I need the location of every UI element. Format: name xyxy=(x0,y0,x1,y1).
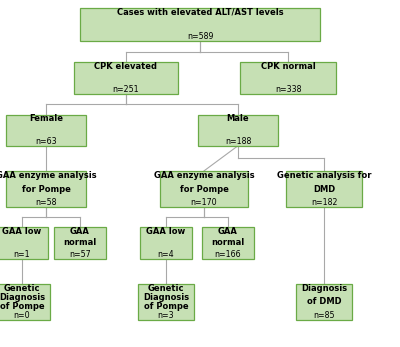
Text: Diagnosis: Diagnosis xyxy=(143,293,189,302)
Text: n=166: n=166 xyxy=(215,249,241,259)
Text: n=1: n=1 xyxy=(14,249,30,259)
Text: normal: normal xyxy=(63,238,97,247)
Text: Cases with elevated ALT/AST levels: Cases with elevated ALT/AST levels xyxy=(117,8,283,17)
Text: Genetic: Genetic xyxy=(4,284,40,293)
Text: n=188: n=188 xyxy=(225,137,251,146)
FancyBboxPatch shape xyxy=(6,171,86,207)
FancyBboxPatch shape xyxy=(140,227,192,259)
Text: Genetic analysis for: Genetic analysis for xyxy=(277,171,371,180)
Text: for Pompe: for Pompe xyxy=(180,185,228,194)
Text: Diagnosis: Diagnosis xyxy=(0,293,45,302)
Text: GAA: GAA xyxy=(70,227,90,236)
Text: CPK normal: CPK normal xyxy=(261,62,315,71)
Text: GAA enzyme analysis: GAA enzyme analysis xyxy=(0,171,96,180)
FancyBboxPatch shape xyxy=(54,227,106,259)
Text: n=251: n=251 xyxy=(113,85,139,94)
FancyBboxPatch shape xyxy=(74,62,178,94)
FancyBboxPatch shape xyxy=(6,115,86,146)
Text: Diagnosis: Diagnosis xyxy=(301,284,347,293)
Text: n=63: n=63 xyxy=(35,137,57,146)
Text: n=0: n=0 xyxy=(14,311,30,320)
Text: n=57: n=57 xyxy=(69,249,91,259)
Text: DMD: DMD xyxy=(313,185,335,194)
FancyBboxPatch shape xyxy=(80,8,320,41)
Text: for Pompe: for Pompe xyxy=(22,185,70,194)
Text: GAA enzyme analysis: GAA enzyme analysis xyxy=(154,171,254,180)
Text: Female: Female xyxy=(29,115,63,124)
FancyBboxPatch shape xyxy=(296,284,352,320)
FancyBboxPatch shape xyxy=(240,62,336,94)
Text: of Pompe: of Pompe xyxy=(0,302,44,311)
Text: GAA: GAA xyxy=(218,227,238,236)
FancyBboxPatch shape xyxy=(0,227,48,259)
FancyBboxPatch shape xyxy=(0,284,50,320)
Text: n=182: n=182 xyxy=(311,198,337,207)
Text: n=338: n=338 xyxy=(275,85,301,94)
Text: n=3: n=3 xyxy=(158,311,174,320)
FancyBboxPatch shape xyxy=(198,115,278,146)
FancyBboxPatch shape xyxy=(202,227,254,259)
FancyBboxPatch shape xyxy=(138,284,194,320)
Text: n=589: n=589 xyxy=(187,32,213,41)
Text: n=4: n=4 xyxy=(158,249,174,259)
Text: GAA low: GAA low xyxy=(2,227,42,236)
Text: n=170: n=170 xyxy=(191,198,217,207)
Text: GAA low: GAA low xyxy=(146,227,186,236)
Text: Genetic: Genetic xyxy=(148,284,184,293)
Text: n=85: n=85 xyxy=(313,311,335,320)
Text: of DMD: of DMD xyxy=(307,297,341,306)
Text: of Pompe: of Pompe xyxy=(144,302,188,311)
Text: CPK elevated: CPK elevated xyxy=(94,62,158,71)
FancyBboxPatch shape xyxy=(286,171,362,207)
Text: normal: normal xyxy=(211,238,245,247)
Text: Male: Male xyxy=(227,115,249,124)
FancyBboxPatch shape xyxy=(160,171,248,207)
Text: n=58: n=58 xyxy=(35,198,57,207)
